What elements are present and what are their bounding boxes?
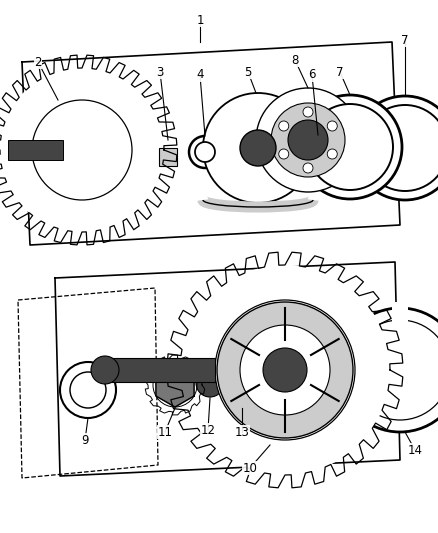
Circle shape: [263, 348, 307, 392]
Circle shape: [298, 95, 402, 199]
Bar: [159, 148, 177, 166]
Text: 10: 10: [243, 462, 258, 474]
Circle shape: [196, 369, 224, 397]
Text: 7: 7: [401, 34, 409, 46]
Circle shape: [303, 163, 313, 173]
Text: 13: 13: [235, 425, 249, 439]
Circle shape: [307, 104, 393, 190]
Circle shape: [279, 121, 289, 131]
Text: 12: 12: [201, 424, 215, 437]
Circle shape: [353, 96, 438, 200]
Circle shape: [279, 149, 289, 159]
Circle shape: [327, 121, 337, 131]
Circle shape: [240, 130, 276, 166]
Circle shape: [350, 320, 438, 420]
Circle shape: [302, 136, 334, 168]
Text: 5: 5: [244, 66, 252, 78]
Circle shape: [189, 136, 221, 168]
Circle shape: [256, 88, 360, 192]
Text: 11: 11: [158, 425, 173, 439]
Circle shape: [338, 308, 438, 432]
Text: 9: 9: [81, 433, 89, 447]
Circle shape: [217, 302, 353, 438]
Text: 14: 14: [407, 443, 423, 456]
Circle shape: [0, 68, 164, 232]
Circle shape: [60, 362, 116, 418]
Circle shape: [362, 105, 438, 191]
Circle shape: [240, 325, 330, 415]
Circle shape: [327, 149, 337, 159]
Circle shape: [303, 107, 313, 117]
Circle shape: [195, 142, 215, 162]
Circle shape: [203, 93, 313, 203]
Text: 6: 6: [308, 69, 316, 82]
Circle shape: [308, 142, 328, 162]
Circle shape: [228, 346, 252, 370]
Polygon shape: [156, 363, 194, 407]
Text: 8: 8: [291, 53, 299, 67]
Text: 7: 7: [336, 66, 344, 78]
Circle shape: [271, 103, 345, 177]
Text: 2: 2: [34, 55, 42, 69]
Text: 3: 3: [156, 66, 164, 78]
Circle shape: [180, 265, 390, 475]
Bar: [8, 140, 63, 160]
Bar: [233, 360, 247, 388]
Bar: [105, 358, 215, 382]
Bar: [392, 302, 408, 322]
Circle shape: [91, 356, 119, 384]
Text: 4: 4: [196, 69, 204, 82]
Text: 1: 1: [196, 13, 204, 27]
Circle shape: [215, 300, 355, 440]
Circle shape: [70, 372, 106, 408]
Circle shape: [288, 120, 328, 160]
Circle shape: [32, 100, 132, 200]
